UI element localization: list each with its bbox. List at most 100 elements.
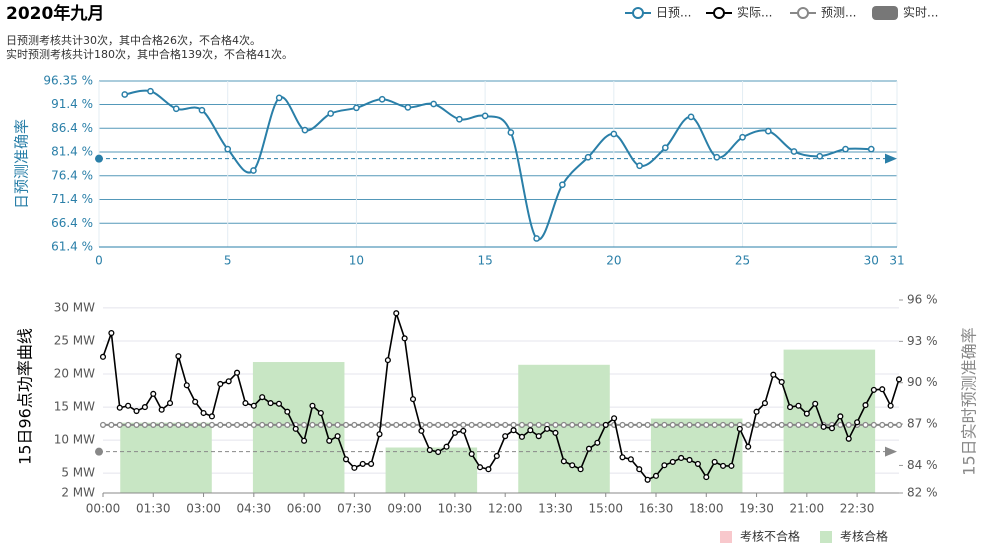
data-point <box>284 408 291 415</box>
y-axis-label: 日预测准确率 <box>13 119 31 209</box>
data-point <box>401 421 408 428</box>
y2-tick-label: 93 % <box>907 334 938 348</box>
y-tick-label: 76.4 % <box>51 168 93 182</box>
data-point <box>837 421 844 428</box>
data-point <box>158 406 165 413</box>
data-point <box>569 421 576 428</box>
data-point <box>694 460 701 467</box>
data-point <box>879 386 886 393</box>
data-point <box>200 409 207 417</box>
data-point <box>870 421 877 428</box>
data-point <box>728 462 735 469</box>
data-point <box>485 466 492 473</box>
data-point <box>133 421 140 428</box>
data-point <box>451 429 458 436</box>
data-point <box>451 421 458 428</box>
data-point <box>481 112 489 120</box>
data-point <box>225 378 232 385</box>
data-point <box>585 421 593 428</box>
legend-label: 考核不合格 <box>740 529 800 544</box>
data-point <box>301 126 309 134</box>
data-point <box>353 104 360 112</box>
data-point <box>887 402 894 409</box>
data-point <box>585 445 593 452</box>
data-point <box>687 113 695 121</box>
data-point <box>121 91 129 98</box>
data-point <box>507 129 515 136</box>
y-tick-label: 2 MW <box>61 486 95 500</box>
x-tick-label: 04:30 <box>237 502 272 516</box>
data-point <box>803 410 810 417</box>
data-point <box>627 456 634 463</box>
data-point <box>376 431 383 438</box>
data-point <box>183 421 190 428</box>
data-point <box>694 421 701 428</box>
data-point <box>644 421 651 428</box>
data-point <box>326 437 333 444</box>
data-point <box>477 464 484 471</box>
data-point <box>468 450 475 458</box>
data-point <box>711 458 718 465</box>
bar <box>120 422 212 493</box>
y2-tick-label: 87 % <box>907 417 938 431</box>
data-point <box>234 369 241 376</box>
data-point <box>393 421 400 428</box>
data-point <box>619 454 626 461</box>
data-point <box>250 421 257 428</box>
page-title: 2020年九月 <box>6 3 104 24</box>
data-point <box>652 472 660 479</box>
data-point <box>393 310 400 317</box>
data-point <box>242 421 249 428</box>
data-point <box>158 421 165 428</box>
data-point <box>610 130 618 138</box>
data-point <box>192 398 199 405</box>
data-point <box>116 404 123 411</box>
x-tick-label: 01:30 <box>136 502 171 516</box>
x-tick-label: 16:30 <box>639 502 674 516</box>
data-point <box>661 421 668 428</box>
data-point <box>661 144 669 152</box>
legend-label: 预测... <box>821 6 856 20</box>
data-point <box>527 421 534 428</box>
data-point <box>527 427 534 434</box>
data-point <box>208 413 215 420</box>
data-point <box>552 429 559 436</box>
data-point <box>795 421 802 428</box>
data-point <box>409 421 417 428</box>
data-point <box>404 104 412 111</box>
data-point <box>828 425 836 432</box>
data-point <box>141 421 148 428</box>
data-point <box>820 423 827 430</box>
data-point <box>192 421 199 428</box>
data-point <box>493 452 500 460</box>
data-point <box>502 433 509 440</box>
data-point <box>378 95 386 103</box>
data-point <box>292 425 299 432</box>
data-point <box>787 404 794 411</box>
data-point <box>125 402 132 409</box>
data-point <box>584 153 592 161</box>
data-point <box>770 421 777 428</box>
data-point <box>795 402 802 409</box>
data-point <box>418 427 425 434</box>
data-point <box>502 421 509 428</box>
x-tick-label: 15 <box>477 254 492 268</box>
data-point <box>259 394 266 401</box>
data-point <box>736 425 743 432</box>
bar <box>518 364 610 493</box>
y-tick-label: 96.35 % <box>43 74 93 88</box>
data-point <box>845 421 852 428</box>
data-point <box>686 456 693 464</box>
data-point <box>560 458 567 465</box>
data-point <box>761 421 768 428</box>
data-point <box>719 462 727 469</box>
data-point <box>510 427 517 434</box>
bar <box>385 447 478 493</box>
x-tick-label: 21:00 <box>790 502 825 516</box>
data-point <box>627 421 634 428</box>
data-point <box>430 100 437 108</box>
data-point <box>150 390 157 397</box>
data-point <box>594 439 601 446</box>
y-tick-label: 5 MW <box>61 466 95 480</box>
data-point <box>739 133 746 141</box>
